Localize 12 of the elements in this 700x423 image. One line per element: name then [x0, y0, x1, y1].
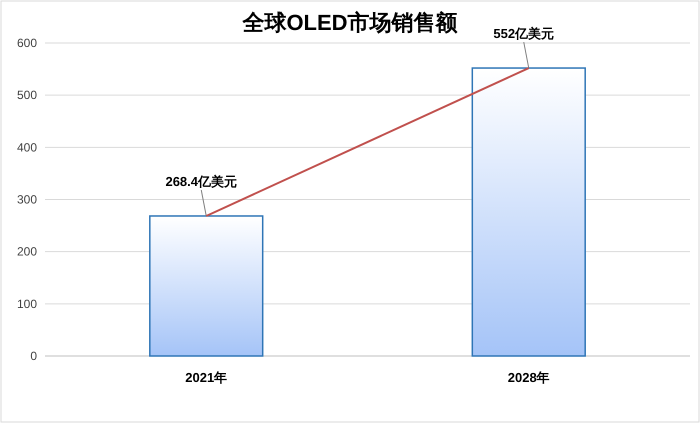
y-tick-label: 200 [16, 244, 38, 259]
x-tick-label: 2028年 [508, 370, 550, 385]
data-label: 552亿美元 [493, 26, 554, 42]
y-tick-label: 300 [16, 192, 38, 206]
y-tick-label: 0 [30, 349, 38, 363]
x-tick-label: 2021年 [185, 370, 228, 385]
y-tick-label: 400 [16, 140, 38, 154]
y-tick-label: 600 [16, 36, 38, 50]
chart-title: 全球OLED市场销售额 [241, 10, 459, 35]
y-tick-label: 100 [16, 296, 38, 311]
y-tick-label: 500 [16, 88, 38, 102]
data-label: 268.4亿美元 [165, 174, 238, 189]
